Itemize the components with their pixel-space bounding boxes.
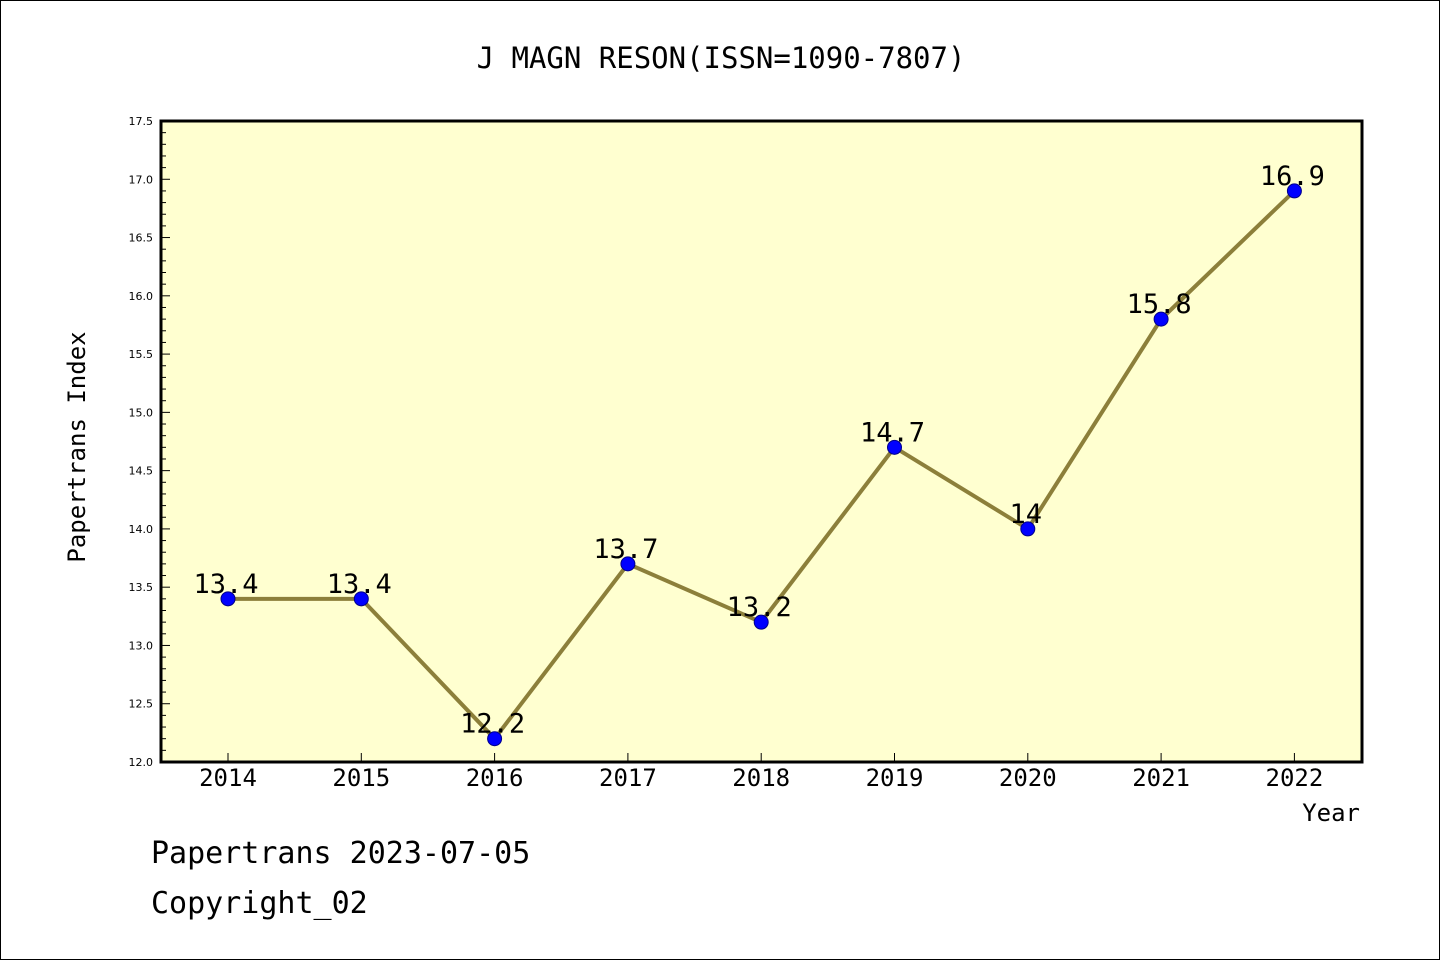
- y-tick-label: 15.5: [129, 348, 154, 361]
- x-axis-ticks: 2014 2015 2016 2017 2018 2019 2020 2021 2022: [199, 753, 1323, 792]
- data-labels: 13.4 13.4 12.2 13.7 13.2 14.7 14 15.8 16.9: [193, 161, 1324, 740]
- y-tick-label: 15.0: [129, 406, 154, 419]
- x-tick-label: 2016: [466, 764, 524, 792]
- chart-title: J MAGN RESON(ISSN=1090-7807): [477, 41, 966, 75]
- y-tick-label: 14.0: [129, 523, 154, 536]
- data-label: 14: [1010, 499, 1043, 530]
- y-tick-label: 13.0: [129, 639, 154, 652]
- y-tick-label: 12.5: [129, 698, 154, 711]
- data-label: 16.9: [1260, 161, 1325, 192]
- data-label: 12.2: [460, 709, 525, 740]
- x-tick-label: 2022: [1266, 764, 1324, 792]
- data-point: [753, 614, 769, 630]
- footer-copyright: Copyright_02: [151, 886, 368, 921]
- data-point: [353, 591, 369, 607]
- data-label: 13.4: [327, 569, 392, 600]
- data-label: 13.7: [593, 534, 658, 565]
- data-label: 14.7: [860, 417, 925, 448]
- data-point: [1286, 183, 1302, 199]
- data-label: 13.2: [727, 592, 792, 623]
- y-tick-label: 13.5: [129, 581, 154, 594]
- x-tick-label: 2021: [1132, 764, 1190, 792]
- data-point: [620, 556, 636, 572]
- y-axis-ticks: 12.0 12.5 13.0 13.5 14.0 14.5 15.0 15.5 16.0 16.5…: [129, 115, 170, 769]
- x-tick-label: 2019: [866, 764, 924, 792]
- data-markers: [220, 183, 1302, 747]
- y-tick-label: 16.5: [129, 232, 154, 245]
- y-axis-label: Papertrans Index: [63, 331, 91, 562]
- data-label: 13.4: [193, 569, 258, 600]
- y-tick-label: 16.0: [129, 290, 154, 303]
- data-point: [1020, 521, 1036, 537]
- data-point: [887, 439, 902, 455]
- x-tick-label: 2017: [599, 764, 657, 792]
- data-point: [487, 731, 503, 747]
- x-tick-label: 2014: [199, 764, 257, 792]
- y-tick-label: 12.0: [129, 756, 154, 769]
- x-tick-label: 2020: [999, 764, 1057, 792]
- data-point: [1153, 311, 1169, 327]
- y-tick-label: 17.0: [129, 173, 154, 186]
- x-axis-label: Year: [1302, 799, 1360, 827]
- y-tick-label: 17.5: [129, 115, 154, 128]
- x-tick-label: 2018: [732, 764, 790, 792]
- data-point: [220, 591, 236, 607]
- plot-area: [159, 119, 1364, 764]
- y-tick-label: 14.5: [129, 465, 154, 478]
- footer-date: Papertrans 2023-07-05: [151, 836, 531, 871]
- x-tick-label: 2015: [332, 764, 390, 792]
- data-label: 15.8: [1127, 289, 1192, 320]
